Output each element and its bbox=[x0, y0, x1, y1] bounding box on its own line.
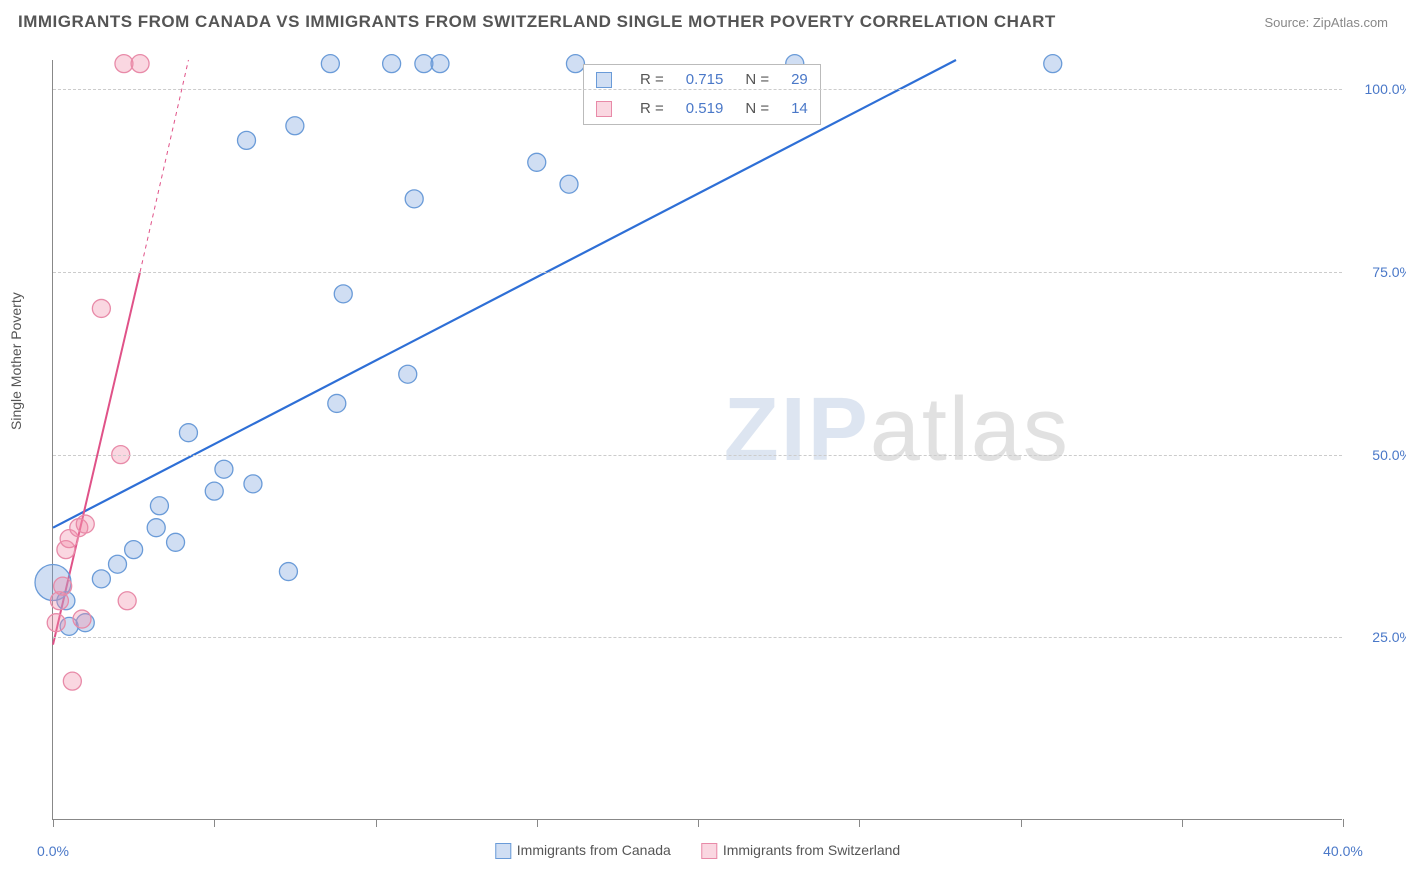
y-tick-label: 100.0% bbox=[1352, 81, 1406, 97]
x-tick bbox=[1343, 819, 1344, 827]
gridline bbox=[53, 637, 1342, 638]
source-label: Source: ZipAtlas.com bbox=[1264, 15, 1388, 30]
switzerland-point bbox=[92, 299, 110, 317]
gridline bbox=[53, 272, 1342, 273]
legend-swatch bbox=[596, 72, 612, 88]
x-tick bbox=[859, 819, 860, 827]
canada-point bbox=[238, 131, 256, 149]
x-tick-label: 0.0% bbox=[37, 843, 69, 859]
legend-r-value: 0.519 bbox=[676, 96, 734, 123]
canada-point bbox=[150, 497, 168, 515]
canada-point bbox=[109, 555, 127, 573]
x-tick bbox=[1021, 819, 1022, 827]
canada-point bbox=[279, 563, 297, 581]
y-tick-label: 25.0% bbox=[1352, 629, 1406, 645]
canada-point bbox=[215, 460, 233, 478]
x-tick-label: 40.0% bbox=[1323, 843, 1363, 859]
x-tick bbox=[698, 819, 699, 827]
canada-point bbox=[205, 482, 223, 500]
switzerland-point bbox=[76, 515, 94, 533]
legend-n-value: 14 bbox=[781, 96, 818, 123]
legend-label: Immigrants from Switzerland bbox=[723, 842, 900, 858]
x-tick bbox=[214, 819, 215, 827]
canada-point bbox=[328, 394, 346, 412]
canada-point bbox=[399, 365, 417, 383]
canada-point bbox=[321, 55, 339, 73]
canada-point bbox=[1044, 55, 1062, 73]
canada-point bbox=[560, 175, 578, 193]
x-tick bbox=[376, 819, 377, 827]
chart-title: IMMIGRANTS FROM CANADA VS IMMIGRANTS FRO… bbox=[18, 12, 1056, 32]
legend-row: R =0.519N =14 bbox=[586, 96, 818, 123]
switzerland-trend-line-extrapolated bbox=[140, 60, 188, 272]
switzerland-point bbox=[118, 592, 136, 610]
canada-point bbox=[528, 153, 546, 171]
y-tick-label: 75.0% bbox=[1352, 264, 1406, 280]
canada-point bbox=[431, 55, 449, 73]
legend-swatch bbox=[701, 843, 717, 859]
canada-point bbox=[566, 55, 584, 73]
legend-item: Immigrants from Switzerland bbox=[701, 842, 900, 859]
y-tick-label: 50.0% bbox=[1352, 447, 1406, 463]
canada-point bbox=[92, 570, 110, 588]
canada-point bbox=[286, 117, 304, 135]
chart-plot-area: ZIPatlas R =0.715N =29R =0.519N =14 Immi… bbox=[52, 60, 1342, 820]
canada-point bbox=[334, 285, 352, 303]
switzerland-point bbox=[73, 610, 91, 628]
canada-point bbox=[167, 533, 185, 551]
switzerland-point bbox=[115, 55, 133, 73]
switzerland-point bbox=[63, 672, 81, 690]
legend-label: Immigrants from Canada bbox=[517, 842, 671, 858]
canada-point bbox=[405, 190, 423, 208]
canada-point bbox=[383, 55, 401, 73]
y-axis-label: Single Mother Poverty bbox=[8, 292, 24, 430]
canada-point bbox=[415, 55, 433, 73]
series-legend: Immigrants from Canada Immigrants from Sw… bbox=[495, 842, 900, 859]
canada-trend-line bbox=[53, 60, 956, 528]
x-tick bbox=[537, 819, 538, 827]
switzerland-point bbox=[131, 55, 149, 73]
canada-point bbox=[179, 424, 197, 442]
gridline bbox=[53, 455, 1342, 456]
canada-point bbox=[125, 541, 143, 559]
switzerland-point bbox=[47, 614, 65, 632]
switzerland-point bbox=[54, 577, 72, 595]
x-tick bbox=[1182, 819, 1183, 827]
canada-point bbox=[244, 475, 262, 493]
legend-swatch bbox=[596, 101, 612, 117]
correlation-legend: R =0.715N =29R =0.519N =14 bbox=[583, 64, 821, 125]
chart-svg bbox=[53, 60, 1343, 820]
legend-swatch bbox=[495, 843, 511, 859]
gridline bbox=[53, 89, 1342, 90]
legend-item: Immigrants from Canada bbox=[495, 842, 671, 859]
canada-point bbox=[147, 519, 165, 537]
x-tick bbox=[53, 819, 54, 827]
legend-r-label: R = bbox=[630, 96, 674, 123]
legend-n-label: N = bbox=[735, 96, 779, 123]
